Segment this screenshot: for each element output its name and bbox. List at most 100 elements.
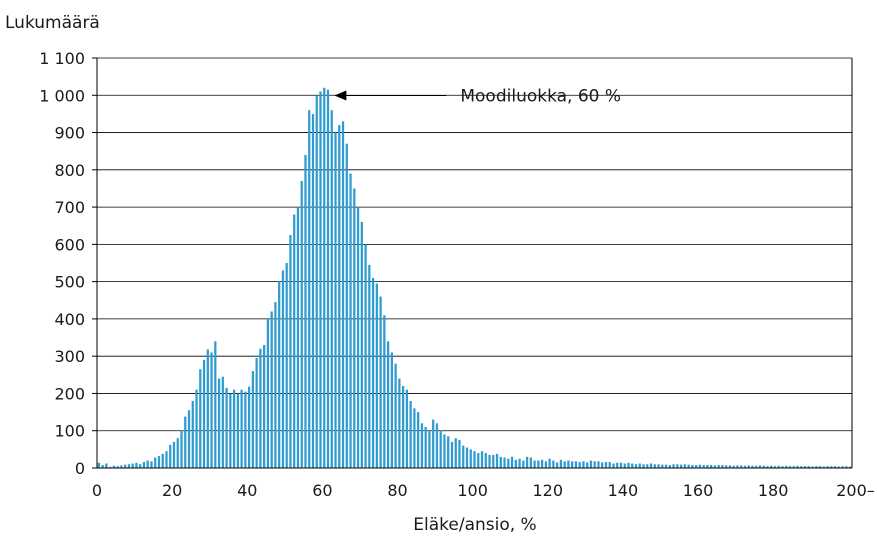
bar (597, 461, 600, 468)
bar (548, 458, 551, 468)
bar (236, 393, 239, 468)
bar (157, 456, 161, 468)
y-tick-label: 700 (54, 198, 85, 217)
bar (240, 389, 243, 468)
bar (386, 341, 390, 468)
bar (435, 423, 439, 468)
bar (623, 463, 626, 468)
bar (811, 466, 814, 468)
bar (803, 466, 807, 468)
bar (326, 89, 330, 468)
bar (398, 378, 401, 468)
bar (232, 389, 236, 468)
bar (263, 345, 266, 468)
bar (638, 463, 641, 468)
bar (710, 465, 713, 468)
bar (559, 459, 563, 468)
bar (830, 466, 833, 468)
bar (507, 458, 510, 468)
bar (766, 466, 769, 468)
bar (462, 445, 465, 468)
bar (334, 132, 337, 468)
bars (97, 87, 852, 469)
x-tick-label: 180 (758, 481, 789, 500)
y-tick-label: 500 (54, 273, 85, 292)
bar (447, 436, 450, 468)
bar (139, 464, 142, 468)
bar (634, 464, 638, 468)
bar (338, 125, 341, 468)
bar (818, 466, 822, 468)
bar (702, 465, 705, 468)
bar (285, 263, 288, 468)
bar (375, 283, 378, 468)
bar (608, 462, 611, 468)
bar (706, 465, 709, 468)
y-tick-label: 300 (54, 347, 85, 366)
y-tick-label: 400 (54, 310, 85, 329)
bar (443, 434, 446, 468)
bar (642, 464, 645, 468)
bar (417, 412, 420, 468)
bar (736, 465, 739, 468)
bar (495, 453, 499, 468)
bar (612, 463, 615, 468)
bar (293, 214, 296, 468)
bar (172, 441, 176, 468)
bar (184, 416, 187, 468)
bar (529, 457, 532, 468)
bar (694, 465, 698, 468)
bar (405, 389, 409, 468)
x-tick-labels: 0 20 40 60 80 100 120 140 160 180 200– (92, 481, 875, 500)
bar (668, 465, 671, 468)
bar (281, 270, 285, 468)
bar (191, 400, 194, 468)
bar (518, 458, 521, 468)
bar (807, 466, 810, 468)
bar (105, 463, 108, 468)
bar (683, 464, 686, 468)
bar (315, 95, 318, 468)
bar (601, 462, 604, 468)
bar (124, 464, 127, 468)
bar (244, 391, 247, 468)
bar (661, 464, 664, 468)
x-tick-label: 20 (162, 481, 182, 500)
bar (341, 121, 345, 468)
y-tick-label: 600 (54, 235, 85, 254)
bar (202, 359, 206, 468)
bar (773, 466, 777, 468)
bar (146, 460, 149, 468)
x-tick-label: 40 (237, 481, 257, 500)
bar (432, 419, 435, 468)
bar (161, 453, 164, 468)
bar (221, 376, 224, 468)
bar (330, 110, 333, 468)
bar (127, 464, 131, 468)
bar (176, 438, 179, 468)
bar (785, 465, 788, 468)
bar (368, 264, 371, 468)
bar (360, 222, 363, 468)
bar (552, 460, 555, 468)
bar (187, 410, 191, 468)
bar (345, 143, 348, 468)
bar (383, 315, 386, 468)
bar (815, 466, 818, 468)
bar (627, 462, 630, 468)
bar (837, 466, 840, 468)
bar (781, 466, 784, 468)
bar (101, 465, 104, 468)
bar (402, 386, 405, 468)
x-tick-label: 60 (312, 481, 332, 500)
bar (450, 441, 454, 468)
bar (150, 461, 153, 468)
bar (349, 173, 352, 468)
bar (728, 465, 732, 468)
bar (278, 281, 281, 468)
y-axis-title: Lukumäärä (5, 13, 100, 33)
bar (533, 460, 536, 468)
bar (439, 430, 442, 468)
annotation-label: Moodiluokka, 60 % (460, 87, 621, 107)
